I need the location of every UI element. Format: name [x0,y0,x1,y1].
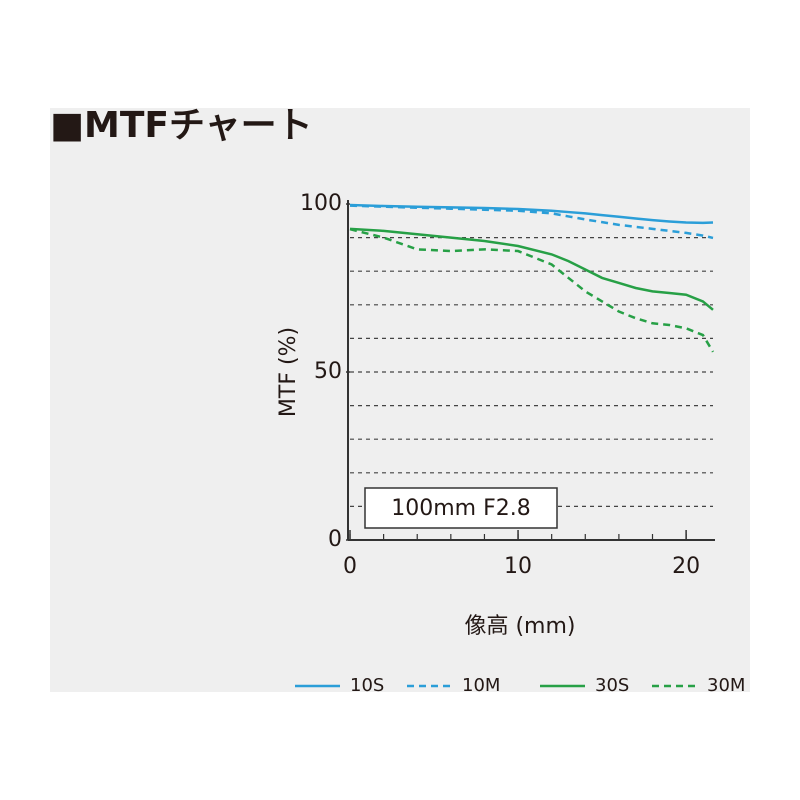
legend-label: 10S [350,675,384,696]
y-tick-label: 50 [314,359,342,384]
chart-title: ■MTFチャート [50,105,313,146]
y-tick-label: 100 [300,191,342,216]
annotation-box [364,487,558,529]
annotation: 100mm F2.8 [391,496,531,521]
legend-label: 30M [707,675,745,696]
panel [50,108,750,692]
legend-label: 30S [595,675,629,696]
x-axis-label: 像高 (mm) [464,614,575,639]
series-line [349,204,714,240]
y-tick-label: 0 [328,527,342,552]
y-axis-label: MTF (%) [276,327,301,417]
x-tick-label: 10 [504,554,532,579]
x-tick-label: 20 [672,554,700,579]
series-line [349,227,714,311]
x-tick-label: 0 [343,554,357,579]
legend-label: 10M [462,675,500,696]
